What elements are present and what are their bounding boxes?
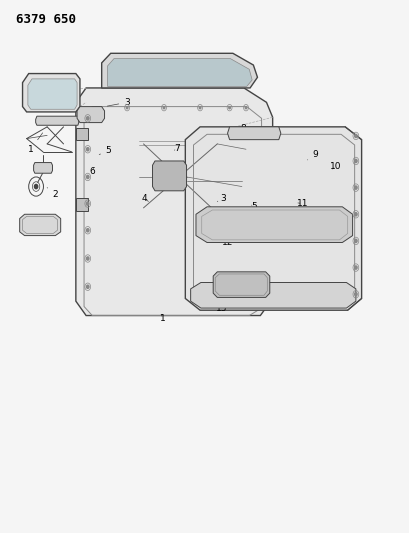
Polygon shape — [76, 128, 88, 140]
Circle shape — [354, 239, 356, 243]
Circle shape — [354, 293, 356, 296]
Text: 8: 8 — [233, 125, 245, 134]
Circle shape — [86, 117, 89, 120]
Polygon shape — [76, 88, 272, 316]
Polygon shape — [22, 74, 80, 112]
Polygon shape — [196, 207, 352, 243]
Text: 5: 5 — [99, 146, 111, 155]
Polygon shape — [190, 282, 355, 308]
Text: 13: 13 — [333, 224, 344, 232]
Circle shape — [126, 107, 128, 109]
Circle shape — [354, 213, 356, 216]
Text: 12: 12 — [221, 238, 233, 247]
Polygon shape — [101, 53, 257, 88]
Text: 10: 10 — [330, 162, 341, 171]
Circle shape — [86, 257, 89, 260]
Circle shape — [354, 134, 356, 138]
Circle shape — [163, 107, 164, 109]
Polygon shape — [152, 161, 186, 191]
Circle shape — [245, 107, 246, 109]
Circle shape — [199, 107, 200, 109]
Circle shape — [34, 184, 38, 189]
Text: 9: 9 — [307, 150, 318, 160]
Polygon shape — [76, 198, 88, 211]
Circle shape — [86, 229, 89, 232]
Text: 15: 15 — [215, 304, 227, 312]
Text: 1: 1 — [28, 133, 43, 154]
Text: 11: 11 — [296, 199, 308, 208]
Circle shape — [228, 107, 230, 109]
Text: 7: 7 — [174, 144, 180, 152]
Polygon shape — [227, 127, 280, 140]
Text: 4: 4 — [38, 217, 47, 228]
Text: 6: 6 — [89, 167, 95, 176]
Circle shape — [86, 148, 89, 151]
Text: 2: 2 — [47, 188, 58, 199]
Circle shape — [86, 202, 89, 205]
Text: 6379 650: 6379 650 — [16, 13, 76, 26]
Circle shape — [354, 186, 356, 189]
Circle shape — [354, 266, 356, 269]
Text: 5: 5 — [251, 203, 256, 211]
Polygon shape — [107, 59, 252, 86]
Text: 14: 14 — [234, 290, 250, 298]
Text: 3: 3 — [107, 98, 130, 107]
Polygon shape — [185, 127, 361, 310]
Text: 4: 4 — [141, 194, 148, 203]
Text: 3: 3 — [217, 194, 226, 203]
Text: 1: 1 — [160, 314, 166, 323]
Polygon shape — [77, 107, 104, 123]
Circle shape — [86, 285, 89, 288]
Circle shape — [354, 159, 356, 163]
Polygon shape — [20, 214, 61, 236]
Polygon shape — [34, 163, 52, 173]
Polygon shape — [213, 272, 269, 297]
Polygon shape — [36, 116, 79, 125]
Polygon shape — [28, 79, 77, 109]
Circle shape — [86, 175, 89, 179]
